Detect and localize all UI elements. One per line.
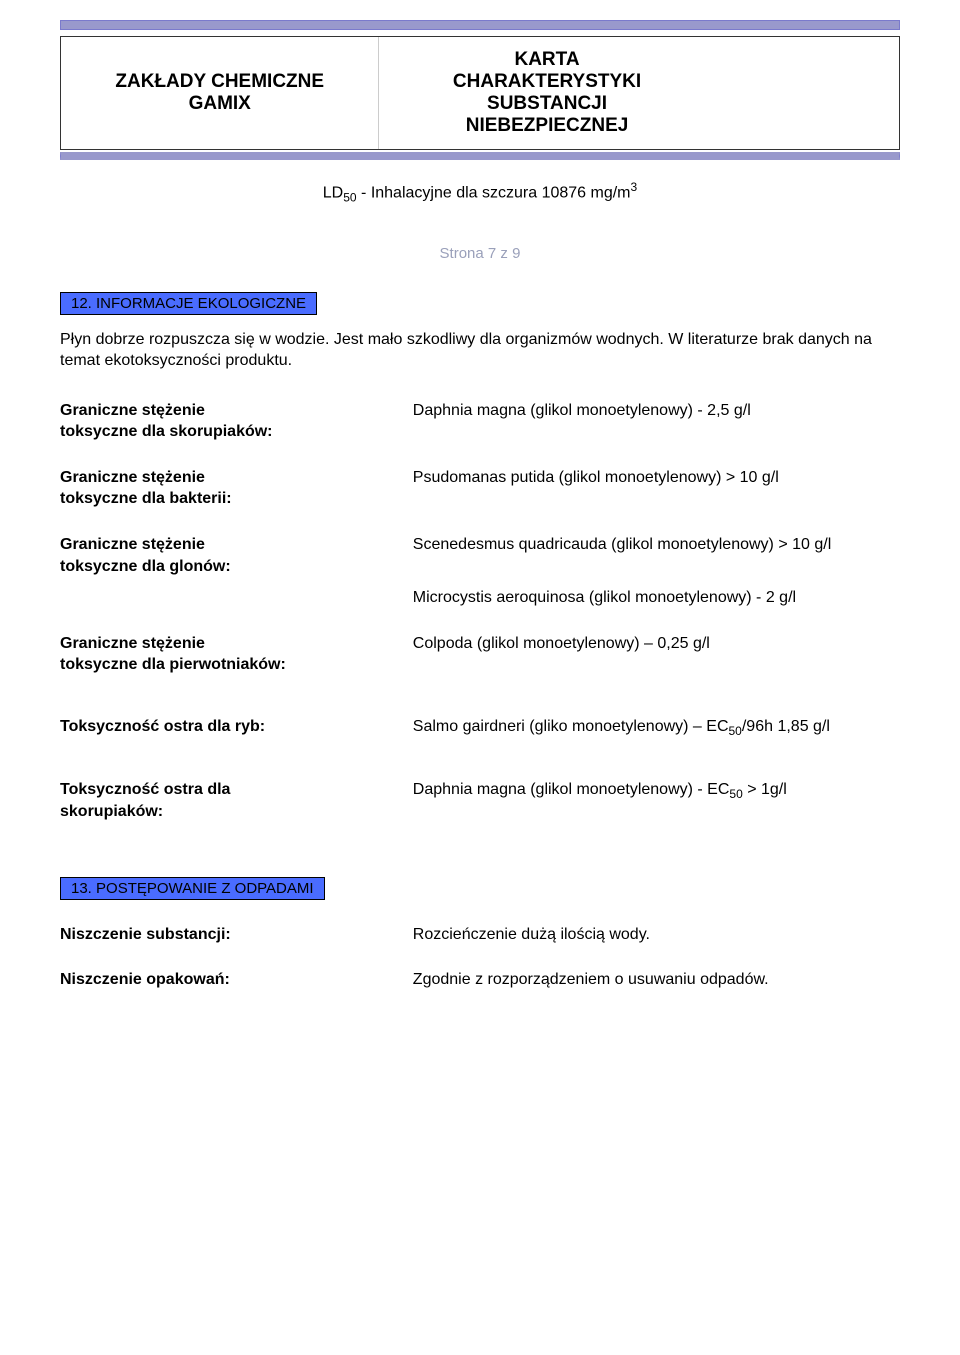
header-right-spacer xyxy=(715,37,899,149)
eco-value: Salmo gairdneri (gliko monoetylenowy) – … xyxy=(413,716,900,739)
eco-label: Graniczne stężenietoksyczne dla skorupia… xyxy=(60,400,413,443)
eco-label: Toksyczność ostra dla ryb: xyxy=(60,716,413,739)
waste-value: Zgodnie z rozporządzeniem o usuwaniu odp… xyxy=(413,969,900,991)
header-company: ZAKŁADY CHEMICZNEGAMIX xyxy=(61,37,379,149)
crust-sub: 50 xyxy=(729,788,742,802)
eco-value: Daphnia magna (glikol monoetylenowy) - 2… xyxy=(413,400,900,443)
fish-suffix: /96h 1,85 g/l xyxy=(742,718,830,735)
document-page: ZAKŁADY CHEMICZNEGAMIX KARTACHARAKTERYST… xyxy=(0,0,960,1075)
eco-label: Graniczne stężenietoksyczne dla bakterii… xyxy=(60,467,413,510)
ld-mid: - Inhalacyjne dla szczura 10876 mg/m xyxy=(357,184,631,201)
crust-suffix: > 1g/l xyxy=(743,781,787,798)
ld-sub: 50 xyxy=(343,191,356,205)
waste-label: Niszczenie opakowań: xyxy=(60,969,413,991)
header-title: KARTACHARAKTERYSTYKISUBSTANCJINIEBEZPIEC… xyxy=(379,37,714,149)
waste-row-packaging: Niszczenie opakowań: Zgodnie z rozporząd… xyxy=(60,969,900,991)
eco-row-bacteria: Graniczne stężenietoksyczne dla bakterii… xyxy=(60,467,900,510)
fish-sub: 50 xyxy=(729,724,742,738)
eco-row-crustaceans: Graniczne stężenietoksyczne dla skorupia… xyxy=(60,400,900,443)
header-bottom-band xyxy=(60,152,900,160)
waste-value: Rozcieńczenie dużą ilością wody. xyxy=(413,924,900,946)
eco-row-crustaceans-acute: Toksyczność ostra dlaskorupiaków: Daphni… xyxy=(60,779,900,822)
section-13-heading: 13. POSTĘPOWANIE Z ODPADAMI xyxy=(60,877,325,900)
document-header: ZAKŁADY CHEMICZNEGAMIX KARTACHARAKTERYST… xyxy=(60,36,900,150)
header-top-band xyxy=(60,20,900,30)
eco-label: Toksyczność ostra dlaskorupiaków: xyxy=(60,779,413,822)
section-12-intro: Płyn dobrze rozpuszcza się w wodzie. Jes… xyxy=(60,329,900,372)
ld-prefix: LD xyxy=(323,184,343,201)
eco-label: Graniczne stężenietoksyczne dla glonów: xyxy=(60,534,413,577)
fish-prefix: Salmo gairdneri (gliko monoetylenowy) – … xyxy=(413,718,729,735)
crust-prefix: Daphnia magna (glikol monoetylenowy) - E… xyxy=(413,781,730,798)
eco-row-protozoa: Graniczne stężenietoksyczne dla pierwotn… xyxy=(60,633,900,676)
ld50-line: LD50 - Inhalacyjne dla szczura 10876 mg/… xyxy=(60,180,900,205)
eco-value: Colpoda (glikol monoetylenowy) – 0,25 g/… xyxy=(413,633,900,676)
eco-value: Psudomanas putida (glikol monoetylenowy)… xyxy=(413,467,900,510)
waste-row-substance: Niszczenie substancji: Rozcieńczenie duż… xyxy=(60,924,900,946)
eco-row-fish: Toksyczność ostra dla ryb: Salmo gairdne… xyxy=(60,716,900,739)
eco-value: Scenedesmus quadricauda (glikol monoetyl… xyxy=(413,534,900,577)
ld-sup: 3 xyxy=(631,180,638,194)
section-12-heading: 12. INFORMACJE EKOLOGICZNE xyxy=(60,292,317,315)
eco-row-algae-extra: Microcystis aeroquinosa (glikol monoetyl… xyxy=(413,587,900,609)
page-number: Strona 7 z 9 xyxy=(60,245,900,262)
eco-row-algae: Graniczne stężenietoksyczne dla glonów: … xyxy=(60,534,900,577)
waste-label: Niszczenie substancji: xyxy=(60,924,413,946)
eco-label: Graniczne stężenietoksyczne dla pierwotn… xyxy=(60,633,413,676)
eco-value: Daphnia magna (glikol monoetylenowy) - E… xyxy=(413,779,900,822)
